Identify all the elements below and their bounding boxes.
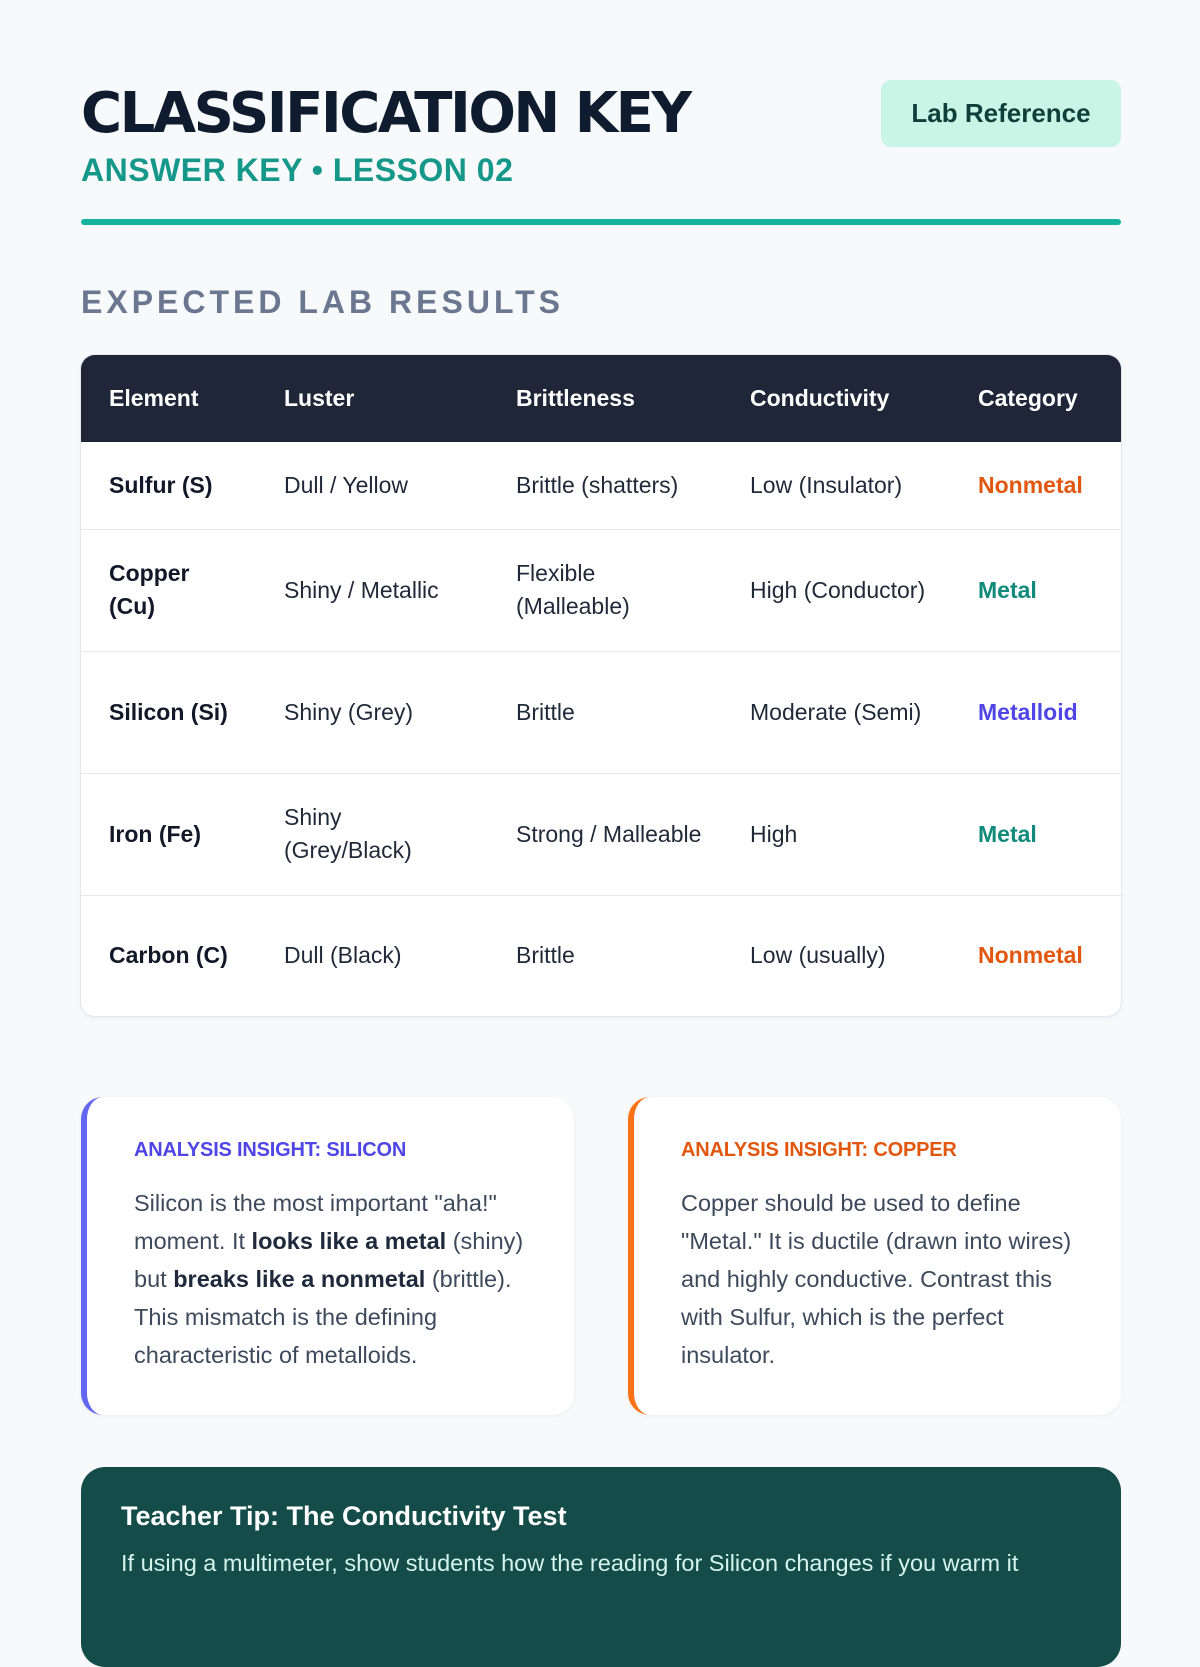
teacher-tip-title: Teacher Tip: The Conductivity Test <box>121 1501 567 1531</box>
cell-element: Silicon (Si) <box>81 650 256 773</box>
cell-brittleness: Flexible (Malleable) <box>488 528 722 651</box>
silicon-insight-text: Silicon is the most important "aha!" mom… <box>134 1190 497 1254</box>
cell-category: Metalloid <box>950 650 1121 773</box>
column-header-conductivity: Conductivity <box>722 355 950 442</box>
page-subtitle: ANSWER KEY • LESSON 02 <box>81 152 514 188</box>
teacher-tip-card: Teacher Tip: The Conductivity Test If us… <box>81 1467 1121 1667</box>
cell-luster: Shiny (Grey/Black) <box>256 772 488 895</box>
table-row: Iron (Fe) Shiny (Grey/Black) Strong / Ma… <box>81 772 1121 895</box>
cell-conductivity: Low (Insulator) <box>750 471 903 498</box>
cell-conductivity: Low (usually) <box>722 894 950 1016</box>
silicon-insight-title: ANALYSIS INSIGHT: SILICON <box>134 1139 407 1161</box>
cell-brittleness: Brittle <box>488 894 722 1016</box>
cell-brittleness: Strong / Malleable <box>488 772 722 895</box>
table-row: Sulfur (S) Dull / Yellow Brittle (shatte… <box>81 442 1121 529</box>
copper-insight-card: ANALYSIS INSIGHT: COPPER Copper should b… <box>628 1097 1121 1415</box>
page: CLASSIFICATION KEY ANSWER KEY • LESSON 0… <box>81 0 1121 1667</box>
copper-insight-title: ANALYSIS INSIGHT: COPPER <box>681 1139 957 1161</box>
silicon-insight-text: (brittle). This mismatch is the defining… <box>134 1266 512 1368</box>
cell-conductivity: High (Conductor) <box>722 528 950 651</box>
silicon-insight-emphasis: breaks like a nonmetal <box>173 1266 426 1292</box>
results-table: Element Luster Brittleness Conductivity … <box>81 355 1121 1016</box>
table-row: Copper (Cu) Shiny / Metallic Flexible (M… <box>81 528 1121 651</box>
table-header-row: Element Luster Brittleness Conductivity … <box>81 355 1121 442</box>
cell-brittleness: Brittle (shatters) <box>516 471 679 498</box>
cell-luster: Dull (Black) <box>256 894 488 1016</box>
silicon-insight-card: ANALYSIS INSIGHT: SILICON Silicon is the… <box>81 1097 574 1415</box>
cell-element: Copper (Cu) <box>81 528 256 651</box>
cell-category: Nonmetal <box>950 894 1121 1016</box>
cell-element: Sulfur (S) <box>109 471 213 498</box>
section-heading: EXPECTED LAB RESULTS <box>81 284 564 320</box>
cell-conductivity: Moderate (Semi) <box>722 650 950 773</box>
column-header-element: Element <box>81 355 256 442</box>
column-header-luster: Luster <box>256 355 488 442</box>
cell-brittleness: Brittle <box>488 650 722 773</box>
silicon-insight-emphasis: looks like a metal <box>251 1228 447 1254</box>
page-title: CLASSIFICATION KEY <box>81 81 692 146</box>
silicon-insight-text: (shiny) but <box>134 1228 524 1292</box>
header: CLASSIFICATION KEY ANSWER KEY • LESSON 0… <box>81 0 1121 228</box>
silicon-insight-body: Silicon is the most important "aha!" mom… <box>134 1184 534 1374</box>
header-divider <box>81 219 1121 225</box>
cell-luster: Dull / Yellow <box>284 471 409 498</box>
cell-conductivity: High <box>722 772 950 895</box>
cell-luster: Shiny (Grey) <box>256 650 488 773</box>
lab-reference-badge: Lab Reference <box>881 80 1121 147</box>
cell-category: Nonmetal <box>978 471 1083 498</box>
cell-element: Iron (Fe) <box>81 772 256 895</box>
results-table-card: Element Luster Brittleness Conductivity … <box>81 355 1121 1016</box>
column-header-brittleness: Brittleness <box>488 355 722 442</box>
table-row: Carbon (C) Dull (Black) Brittle Low (usu… <box>81 894 1121 1016</box>
teacher-tip-body: If using a multimeter, show students how… <box>121 1550 1019 1576</box>
table-row: Silicon (Si) Shiny (Grey) Brittle Modera… <box>81 650 1121 773</box>
cell-element: Carbon (C) <box>81 894 256 1016</box>
cell-category: Metal <box>950 528 1121 651</box>
copper-insight-body: Copper should be used to define "Metal."… <box>681 1190 1072 1368</box>
cell-category: Metal <box>950 772 1121 895</box>
cell-luster: Shiny / Metallic <box>256 528 488 651</box>
column-header-category: Category <box>950 355 1121 442</box>
